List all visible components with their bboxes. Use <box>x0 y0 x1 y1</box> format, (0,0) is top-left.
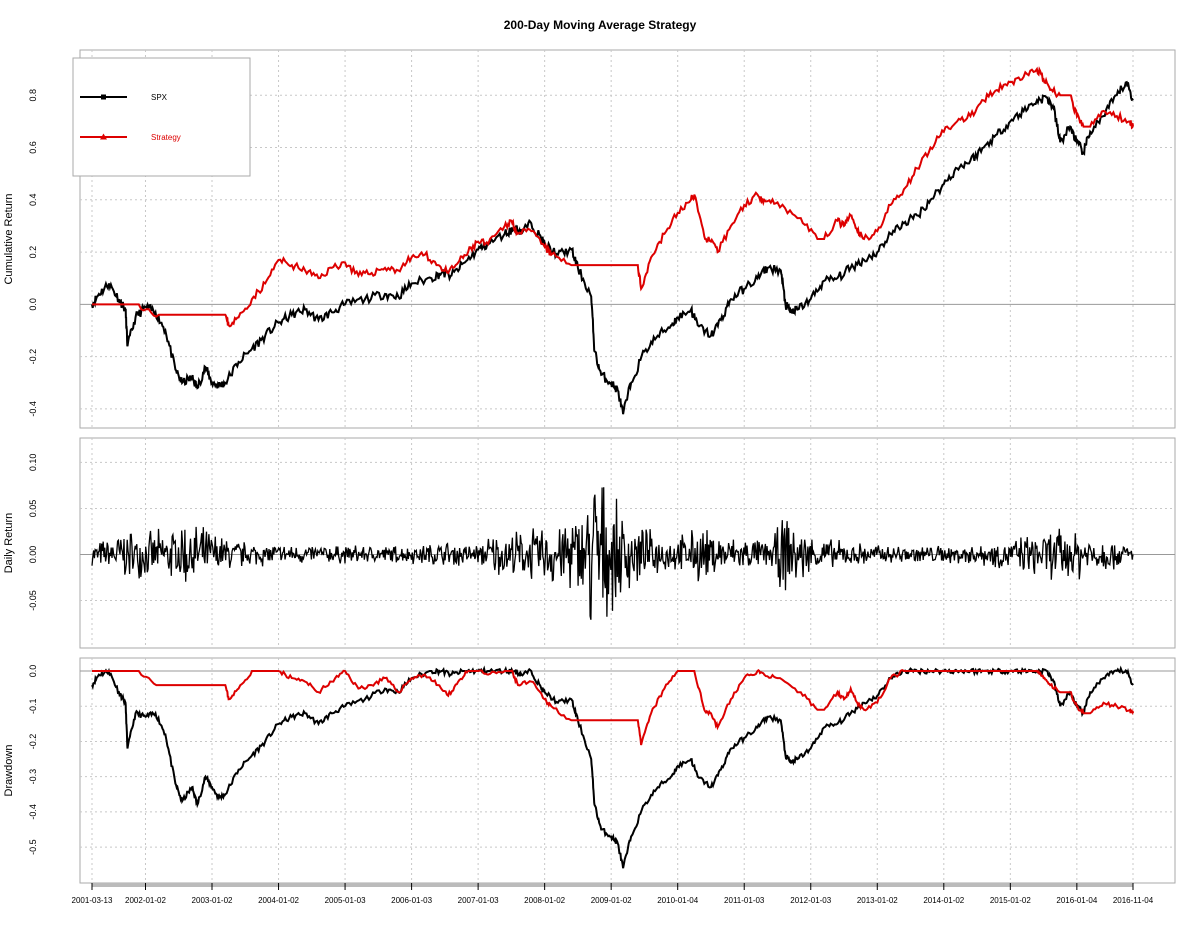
x-tick-label: 2009-01-02 <box>591 896 632 905</box>
x-tick-label: 2006-01-03 <box>391 896 432 905</box>
panel-cumulative-return: -0.4 -0.2 0.0 0.2 0.4 0.6 0.8 Cumulative Return… <box>3 49 1176 429</box>
panel-drawdown: -0.5 -0.4 -0.3 -0.2 -0.1 0.0 Drawdown <box>3 657 1176 884</box>
x-tick-label: 2016-11-04 <box>1113 896 1154 905</box>
y-axis-label: Drawdown <box>3 745 15 797</box>
legend: SPX Strategy <box>72 57 251 177</box>
y-tick-label: 0.0 <box>28 298 38 311</box>
y-tick-label: 0.10 <box>28 454 38 472</box>
x-tick-label: 2012-01-03 <box>790 896 831 905</box>
x-tick-label: 2008-01-02 <box>524 896 565 905</box>
legend-box <box>72 57 251 177</box>
y-tick-label: 0.4 <box>28 194 38 207</box>
series-line-Strategy <box>92 66 1134 328</box>
y-tick-label: -0.4 <box>28 804 38 820</box>
y-axis-label: Daily Return <box>3 513 15 574</box>
legend-label: Strategy <box>151 133 181 142</box>
y-tick-label: -0.1 <box>28 698 38 714</box>
x-tick-label: 2010-01-04 <box>657 896 698 905</box>
x-tick-label: 2002-01-02 <box>125 896 166 905</box>
x-tick-label: 2004-01-02 <box>258 896 299 905</box>
x-tick-label: 2007-01-03 <box>458 896 499 905</box>
x-tick-label: 2014-01-02 <box>923 896 964 905</box>
x-tick-label: 2003-01-02 <box>192 896 233 905</box>
series-line-SPX <box>91 487 1134 620</box>
chart-title: 200-Day Moving Average Strategy <box>503 18 697 32</box>
y-tick-label: 0.0 <box>28 665 38 678</box>
legend-marker-triangle <box>100 133 107 140</box>
x-axis-bar <box>92 883 1133 887</box>
y-tick-label: -0.5 <box>28 839 38 855</box>
x-tick-label: 2015-01-02 <box>990 896 1031 905</box>
y-tick-label: -0.2 <box>28 734 38 750</box>
y-axis-label: Cumulative Return <box>3 193 15 284</box>
x-axis: 2001-03-13 2002-01-02 2003-01-02 2004-01-02… <box>72 883 1154 905</box>
legend-label: SPX <box>151 93 168 102</box>
y-tick-label: -0.2 <box>28 349 38 365</box>
y-tick-label: 0.00 <box>28 546 38 564</box>
y-tick-label: 0.05 <box>28 500 38 518</box>
series-line-Strategy <box>92 668 1134 746</box>
series-line-SPX <box>91 80 1134 415</box>
x-tick-label: 2013-01-02 <box>857 896 898 905</box>
series-line-SPX <box>91 665 1134 869</box>
panel-frame <box>79 49 1176 429</box>
legend-marker-square <box>101 94 106 100</box>
y-tick-label: 0.8 <box>28 89 38 102</box>
y-tick-label: -0.05 <box>28 590 38 611</box>
y-tick-label: 0.2 <box>28 246 38 259</box>
panel-frame <box>79 437 1176 649</box>
y-tick-label: 0.6 <box>28 141 38 154</box>
x-tick-label: 2016-01-04 <box>1056 896 1097 905</box>
x-tick-label: 2005-01-03 <box>325 896 366 905</box>
panel-daily-return: -0.05 0.00 0.05 0.10 Daily Return <box>3 437 1176 649</box>
y-tick-label: -0.4 <box>28 401 38 417</box>
y-tick-label: -0.3 <box>28 769 38 785</box>
x-tick-label: 2001-03-13 <box>72 896 113 905</box>
x-tick-label: 2011-01-03 <box>724 896 765 905</box>
